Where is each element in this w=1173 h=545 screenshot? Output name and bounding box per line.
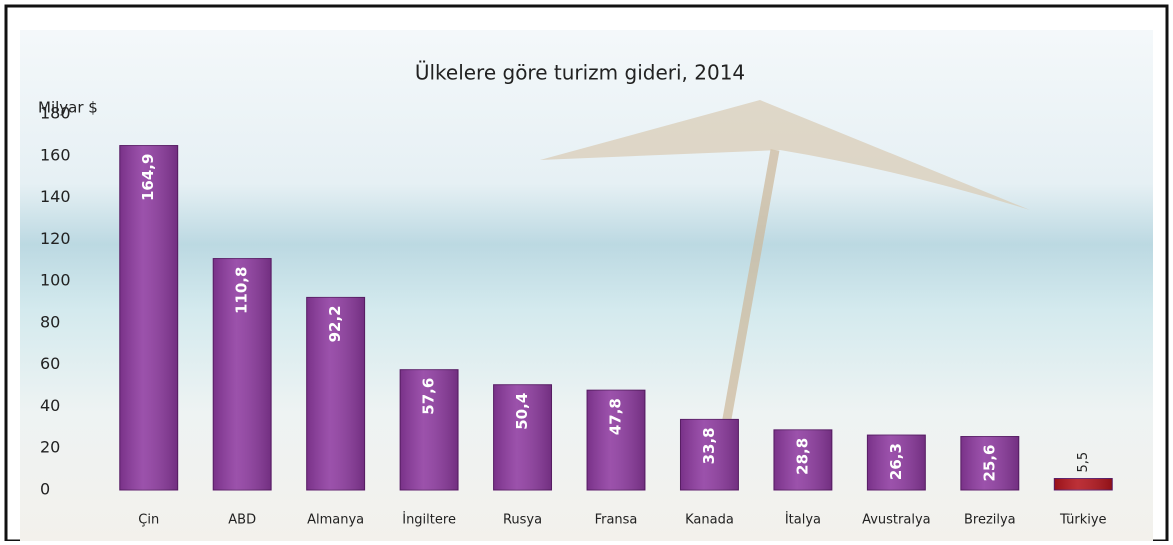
data-label: 110,8 bbox=[233, 267, 251, 314]
y-tick-label: 20 bbox=[40, 438, 60, 457]
y-tick-label: 40 bbox=[40, 396, 60, 415]
data-label: 28,8 bbox=[793, 438, 811, 475]
y-tick-label: 0 bbox=[40, 480, 50, 499]
x-tick-label: Fransa bbox=[595, 513, 638, 528]
umbrella bbox=[540, 100, 1030, 210]
bar-shade bbox=[306, 297, 365, 490]
data-label: 92,2 bbox=[326, 305, 344, 342]
x-tick-label: Kanada bbox=[685, 513, 734, 528]
x-tick-label: ABD bbox=[228, 513, 256, 528]
y-tick-label: 120 bbox=[40, 229, 71, 248]
x-tick-label: Rusya bbox=[503, 513, 542, 528]
x-tick-label: İtalya bbox=[785, 512, 821, 528]
x-tick-label: Almanya bbox=[307, 513, 364, 528]
y-tick-label: 100 bbox=[40, 271, 71, 290]
bar-shade bbox=[587, 390, 645, 490]
data-label: 57,6 bbox=[420, 378, 438, 415]
chart-title: Ülkelere göre turizm gideri, 2014 bbox=[415, 61, 745, 85]
y-tick-label: 160 bbox=[40, 145, 71, 164]
y-tick-label: 180 bbox=[40, 104, 71, 123]
bar-shade bbox=[119, 145, 178, 490]
data-label: 25,6 bbox=[980, 445, 998, 482]
data-label: 33,8 bbox=[700, 427, 718, 464]
y-tick-label: 80 bbox=[40, 312, 60, 331]
bar-shade bbox=[400, 369, 459, 490]
y-tick-label: 60 bbox=[40, 354, 60, 373]
bar-shade bbox=[960, 436, 1019, 490]
data-label: 5,5 bbox=[1076, 452, 1091, 473]
umbrella-pole bbox=[720, 149, 780, 431]
data-label: 164,9 bbox=[139, 154, 157, 201]
y-axis-label: Milyar $ bbox=[38, 99, 98, 117]
x-tick-label: Çin bbox=[138, 513, 159, 528]
x-tick-label: Brezilya bbox=[964, 513, 1016, 528]
bar-shade bbox=[680, 419, 739, 490]
x-tick-label: Türkiye bbox=[1059, 513, 1107, 528]
bar-shade bbox=[493, 384, 552, 490]
x-tick-label: Avustralya bbox=[862, 513, 931, 528]
x-tick-label: İngiltere bbox=[402, 512, 456, 528]
bar-shade bbox=[773, 429, 832, 490]
bar-shade bbox=[213, 258, 272, 490]
data-label: 26,3 bbox=[887, 443, 905, 480]
bar-shade bbox=[1054, 478, 1113, 490]
data-label: 47,8 bbox=[607, 398, 625, 435]
bar-shade bbox=[867, 435, 926, 490]
data-label: 50,4 bbox=[513, 393, 531, 430]
y-tick-label: 140 bbox=[40, 187, 71, 206]
